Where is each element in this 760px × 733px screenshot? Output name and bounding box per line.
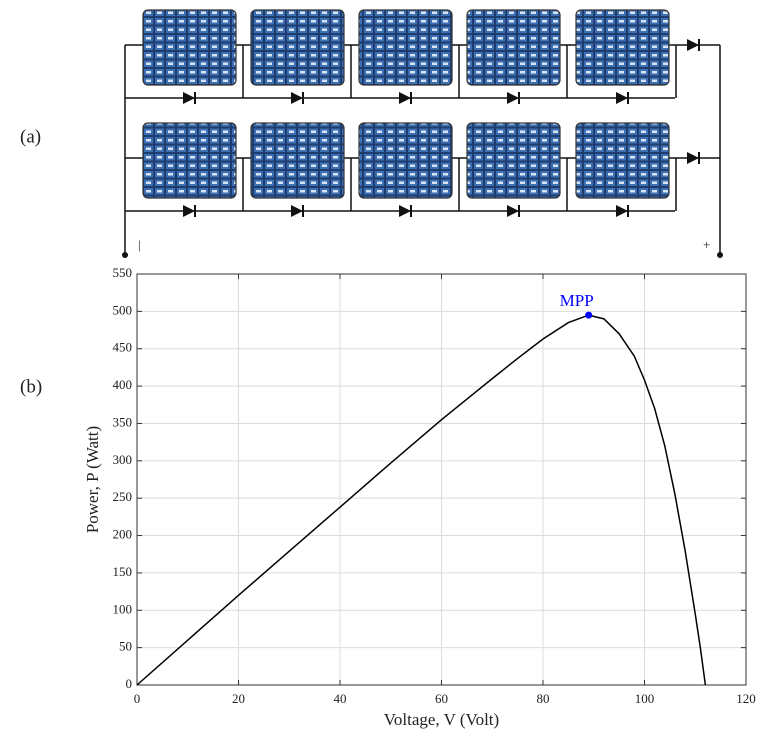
solar-panel <box>358 9 453 86</box>
y-tick-label: 100 <box>113 601 133 616</box>
y-tick-label: 150 <box>113 564 133 579</box>
y-axis-label: Power, P (Watt) <box>83 426 102 533</box>
diode <box>183 205 195 217</box>
x-tick-label: 80 <box>537 691 550 706</box>
panel-label: (b) <box>20 376 42 397</box>
solar-panel <box>466 122 561 199</box>
diode <box>616 205 628 217</box>
y-tick-label: 250 <box>113 489 133 504</box>
x-tick-label: 60 <box>435 691 448 706</box>
plot-frame <box>136 273 747 686</box>
y-tick-label: 350 <box>113 414 133 429</box>
solar-panel <box>142 122 237 199</box>
diode <box>399 92 411 104</box>
diode <box>291 205 303 217</box>
diode <box>687 39 699 51</box>
y-tick-label: 550 <box>113 265 133 280</box>
terminal <box>717 252 723 258</box>
diode <box>616 92 628 104</box>
y-tick-label: 0 <box>126 676 133 691</box>
y-tick-label: 400 <box>113 377 133 392</box>
x-tick-label: 120 <box>736 691 756 706</box>
solar-panel <box>358 122 453 199</box>
y-tick-label: 500 <box>113 302 133 317</box>
diode <box>291 92 303 104</box>
x-tick-label: 20 <box>232 691 245 706</box>
diode <box>507 92 519 104</box>
solar-panel <box>575 122 670 199</box>
y-tick-label: 200 <box>113 527 133 542</box>
panel-label: (a) <box>20 126 41 147</box>
solar-panel <box>142 9 237 86</box>
solar-panel <box>466 9 561 86</box>
mpp-point <box>585 311 593 319</box>
solar-panel <box>575 9 670 86</box>
terminal <box>122 252 128 258</box>
diode <box>183 92 195 104</box>
solar-panel <box>250 122 345 199</box>
x-tick-label: 40 <box>334 691 347 706</box>
diode <box>399 205 411 217</box>
terminal-label: + <box>703 237 710 252</box>
diode <box>507 205 519 217</box>
terminal-label: | <box>138 237 141 252</box>
y-tick-label: 300 <box>113 452 133 467</box>
x-axis-label: Voltage, V (Volt) <box>384 710 499 729</box>
x-tick-label: 0 <box>134 691 141 706</box>
solar-panel <box>250 9 345 86</box>
diode <box>687 152 699 164</box>
y-tick-label: 50 <box>119 639 132 654</box>
x-tick-label: 100 <box>635 691 655 706</box>
y-tick-label: 450 <box>113 340 133 355</box>
mpp-label: MPP <box>560 291 594 310</box>
